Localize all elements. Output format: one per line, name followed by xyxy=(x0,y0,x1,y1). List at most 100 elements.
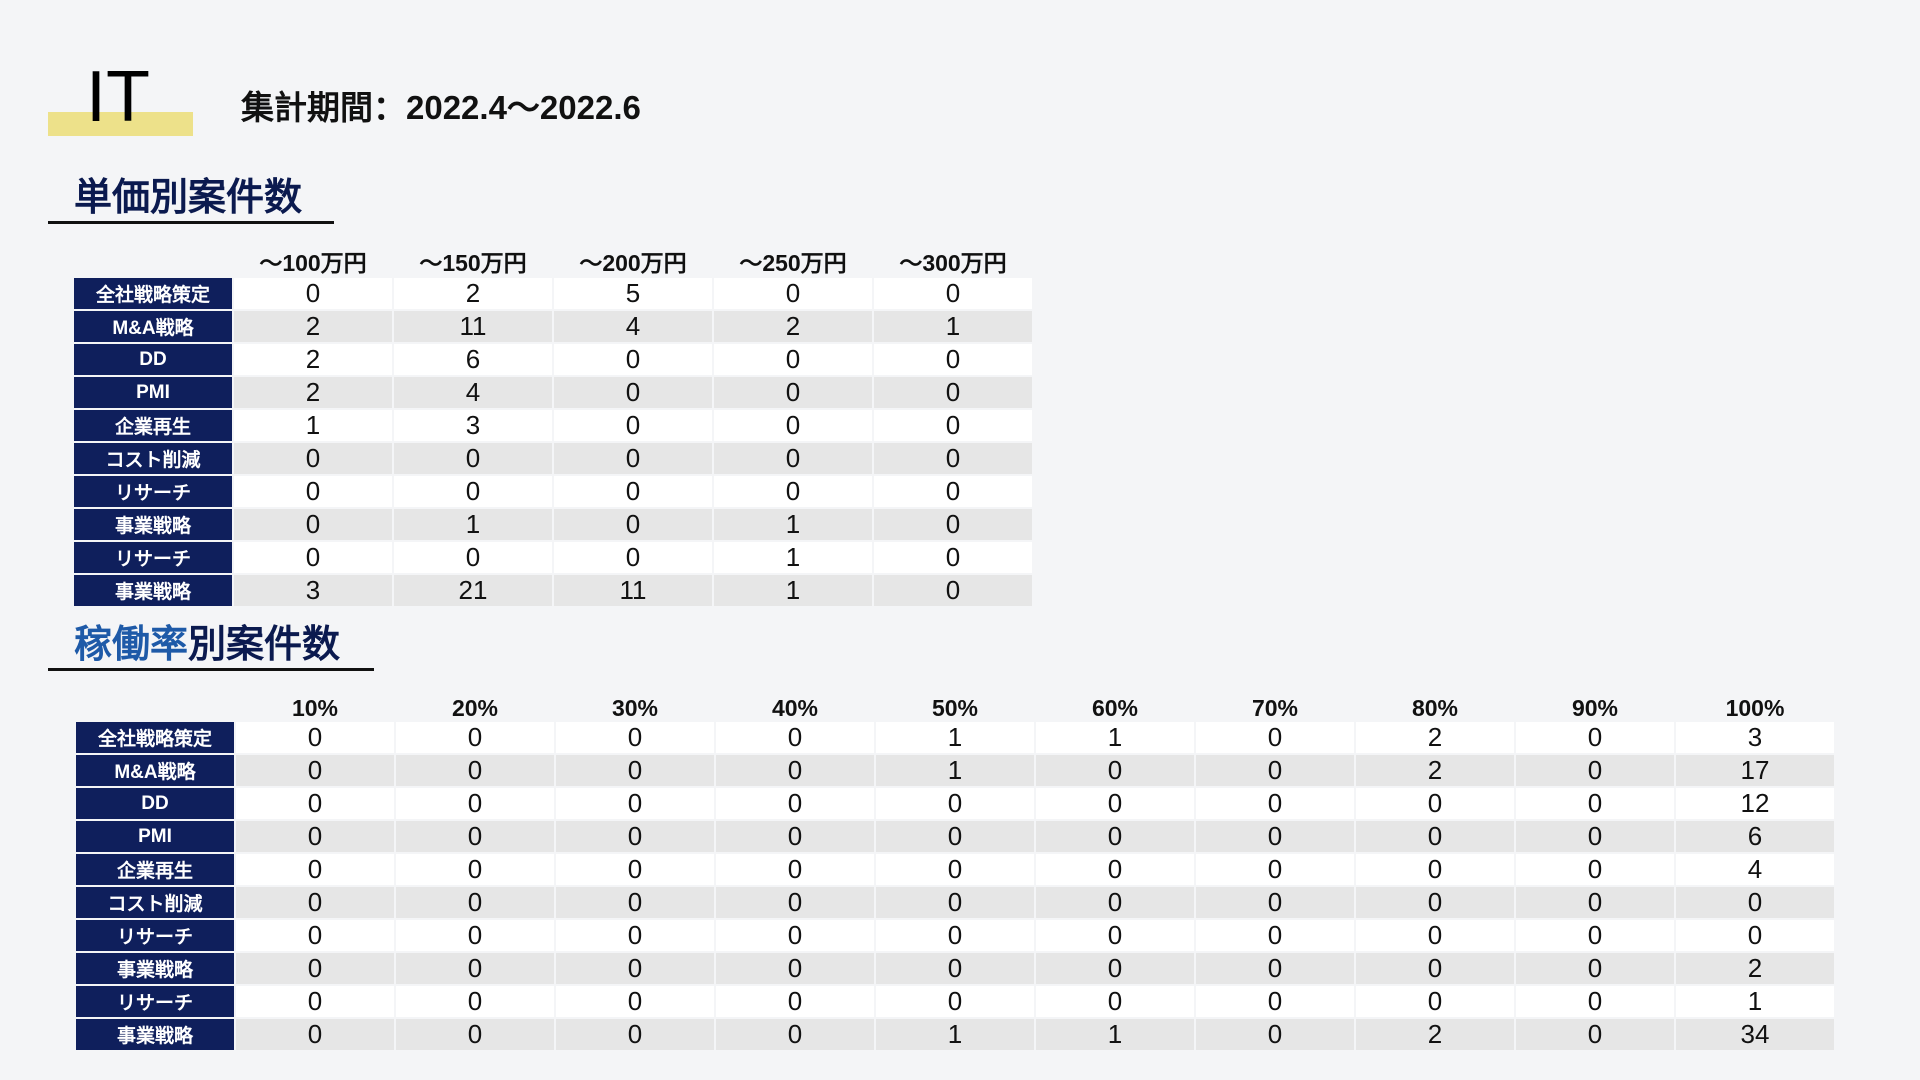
table-cell: 1 xyxy=(234,410,392,443)
table-header-row: 10% 20% 30% 40% 50% 60% 70% 80% 90% 100% xyxy=(76,692,1834,722)
aggregation-period: 集計期間：2022.4〜2022.6 xyxy=(241,89,641,126)
table-cell: 21 xyxy=(394,575,552,608)
table-cell: 0 xyxy=(1356,920,1514,953)
table-cell: 0 xyxy=(1516,788,1674,821)
table-cell: 0 xyxy=(1036,755,1194,788)
table-cell: 0 xyxy=(876,986,1034,1019)
table-row: リサーチ 0 0 0 0 0 0 0 0 0 1 xyxy=(76,986,1834,1019)
table-row: 企業再生 1 3 0 0 0 xyxy=(74,410,1032,443)
table-cell: 2 xyxy=(1676,953,1834,986)
table-cell: 0 xyxy=(1036,986,1194,1019)
table-cell: 2 xyxy=(714,311,872,344)
table-cell: 0 xyxy=(556,887,714,920)
column-header: 〜300万円 xyxy=(899,250,1007,276)
table-cell: 0 xyxy=(1356,854,1514,887)
table-cell: 0 xyxy=(236,986,394,1019)
table-cell: 0 xyxy=(1516,1019,1674,1052)
table-cell: 0 xyxy=(396,788,554,821)
table-cell: 0 xyxy=(236,920,394,953)
section-title-text: 単価別案件数 xyxy=(74,177,303,219)
column-header: 〜150万円 xyxy=(419,250,527,276)
table-cell: 1 xyxy=(1036,1019,1194,1052)
table-cell: 0 xyxy=(554,377,712,410)
table-cell: 3 xyxy=(1676,722,1834,755)
table-cell: 0 xyxy=(874,476,1032,509)
table-cell: 0 xyxy=(1356,986,1514,1019)
industry-tag: IT xyxy=(86,57,150,137)
row-header: DD xyxy=(74,344,232,377)
column-header: 〜200万円 xyxy=(579,250,687,276)
table-row: コスト削減 0 0 0 0 0 0 0 0 0 0 xyxy=(76,887,1834,920)
table-cell: 0 xyxy=(1516,920,1674,953)
table-cell: 0 xyxy=(236,821,394,854)
table-cell: 0 xyxy=(556,722,714,755)
table-cell: 0 xyxy=(234,476,392,509)
table-cell: 1 xyxy=(714,509,872,542)
table-cell: 0 xyxy=(394,443,552,476)
column-header: 10% xyxy=(291,695,339,721)
table-cell: 0 xyxy=(1516,887,1674,920)
table-cell: 0 xyxy=(876,821,1034,854)
table-row: 事業戦略 0 1 0 1 0 xyxy=(74,509,1032,542)
row-header: リサーチ xyxy=(76,920,234,953)
table-cell: 6 xyxy=(394,344,552,377)
column-header: 80% xyxy=(1411,695,1459,721)
table-cell: 0 xyxy=(554,344,712,377)
section-title-accent: 稼働率 xyxy=(74,624,189,666)
table-cell: 2 xyxy=(234,311,392,344)
section-title-text: 別案件数 xyxy=(188,624,341,666)
table-row: DD 0 0 0 0 0 0 0 0 0 12 xyxy=(76,788,1834,821)
table-row: 企業再生 0 0 0 0 0 0 0 0 0 4 xyxy=(76,854,1834,887)
table-cell: 4 xyxy=(1676,854,1834,887)
table-cell: 0 xyxy=(556,821,714,854)
table-cell: 17 xyxy=(1676,755,1834,788)
table-cell: 0 xyxy=(1516,722,1674,755)
row-header: 事業戦略 xyxy=(74,509,232,542)
table-cell: 1 xyxy=(394,509,552,542)
table-corner xyxy=(76,692,234,722)
column-header: 〜250万円 xyxy=(739,250,847,276)
table-row: DD 2 6 0 0 0 xyxy=(74,344,1032,377)
column-header: 20% xyxy=(451,695,499,721)
table-corner xyxy=(74,244,232,278)
table-cell: 0 xyxy=(716,1019,874,1052)
table-cell: 0 xyxy=(876,953,1034,986)
table-cell: 1 xyxy=(876,722,1034,755)
table-cell: 1 xyxy=(714,542,872,575)
table-cell: 0 xyxy=(1516,755,1674,788)
table-cell: 0 xyxy=(714,377,872,410)
table-cell: 0 xyxy=(716,788,874,821)
table-cell: 0 xyxy=(1196,755,1354,788)
table-cell: 0 xyxy=(714,344,872,377)
table-cell: 0 xyxy=(876,854,1034,887)
row-header: コスト削減 xyxy=(76,887,234,920)
column-header: 100% xyxy=(1725,695,1785,721)
table-cell: 0 xyxy=(554,443,712,476)
table-cell: 0 xyxy=(1676,887,1834,920)
table-cell: 0 xyxy=(556,788,714,821)
table-cell: 1 xyxy=(1676,986,1834,1019)
table-cell: 0 xyxy=(1196,821,1354,854)
table-cell: 0 xyxy=(396,1019,554,1052)
table-cell: 0 xyxy=(396,920,554,953)
column-header: 〜100万円 xyxy=(259,250,367,276)
table-cell: 0 xyxy=(714,476,872,509)
table-cell: 0 xyxy=(1036,920,1194,953)
table-cell: 0 xyxy=(1516,986,1674,1019)
table-cell: 0 xyxy=(874,509,1032,542)
section-title-utilization: 稼働率別案件数 xyxy=(48,622,374,671)
table-cell: 11 xyxy=(394,311,552,344)
table-cell: 0 xyxy=(234,278,392,311)
page-header: IT 集計期間：2022.4〜2022.6 xyxy=(48,52,948,142)
column-header: 70% xyxy=(1251,695,1299,721)
table-cell: 0 xyxy=(1196,722,1354,755)
table-cell: 0 xyxy=(874,542,1032,575)
table-cell: 0 xyxy=(396,755,554,788)
table-cell: 2 xyxy=(394,278,552,311)
table-cell: 0 xyxy=(1196,920,1354,953)
table-cell: 0 xyxy=(236,1019,394,1052)
column-header: 60% xyxy=(1091,695,1139,721)
row-header: リサーチ xyxy=(76,986,234,1019)
table-row: 事業戦略 0 0 0 0 0 0 0 0 0 2 xyxy=(76,953,1834,986)
table-cell: 6 xyxy=(1676,821,1834,854)
